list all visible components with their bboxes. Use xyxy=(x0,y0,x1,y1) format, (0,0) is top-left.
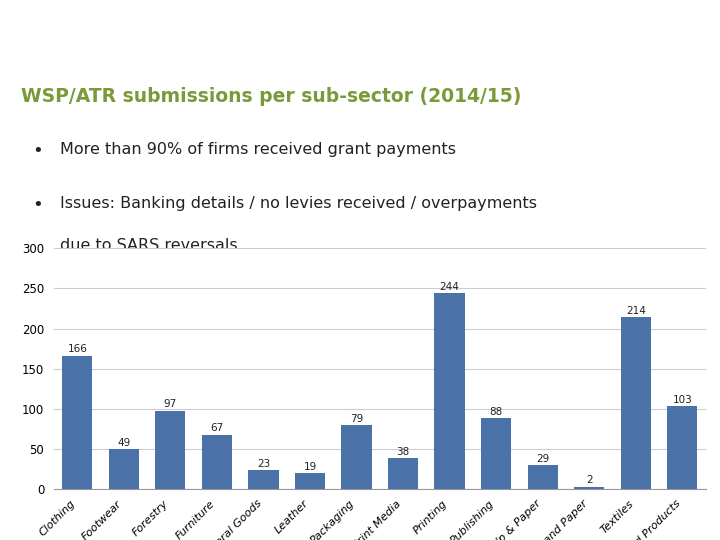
Bar xyxy=(341,426,372,489)
Text: 67: 67 xyxy=(210,423,223,434)
Text: 49: 49 xyxy=(117,438,130,448)
Bar xyxy=(667,406,698,489)
Bar xyxy=(248,470,279,489)
Text: More than 90% of firms received grant payments: More than 90% of firms received grant pa… xyxy=(60,142,456,157)
Bar xyxy=(156,411,186,489)
Text: due to SARS reversals: due to SARS reversals xyxy=(60,238,238,253)
Text: 166: 166 xyxy=(68,344,87,354)
Text: Issues: Banking details / no levies received / overpayments: Issues: Banking details / no levies rece… xyxy=(60,196,537,211)
Text: 29: 29 xyxy=(536,454,549,464)
Text: 2: 2 xyxy=(586,476,593,485)
Text: •: • xyxy=(32,196,42,214)
Bar xyxy=(528,465,558,489)
Text: 19: 19 xyxy=(303,462,317,472)
Text: Current Performance: Current Performance xyxy=(454,33,702,53)
Bar xyxy=(621,318,651,489)
Bar xyxy=(109,449,139,489)
Text: 97: 97 xyxy=(163,400,177,409)
Text: 79: 79 xyxy=(350,414,363,424)
Bar xyxy=(574,487,604,489)
Text: •: • xyxy=(32,142,42,160)
Bar xyxy=(434,293,464,489)
Text: WSP/ATR submissions per sub-sector (2014/15): WSP/ATR submissions per sub-sector (2014… xyxy=(22,87,522,106)
Text: 38: 38 xyxy=(397,447,410,457)
Text: 23: 23 xyxy=(257,458,270,469)
Bar xyxy=(295,474,325,489)
Bar xyxy=(388,458,418,489)
Bar xyxy=(62,356,92,489)
Bar xyxy=(202,435,232,489)
Bar xyxy=(481,418,511,489)
Text: 88: 88 xyxy=(490,407,503,417)
Text: 103: 103 xyxy=(672,395,692,404)
Text: 214: 214 xyxy=(626,306,646,316)
Text: 244: 244 xyxy=(440,282,459,292)
